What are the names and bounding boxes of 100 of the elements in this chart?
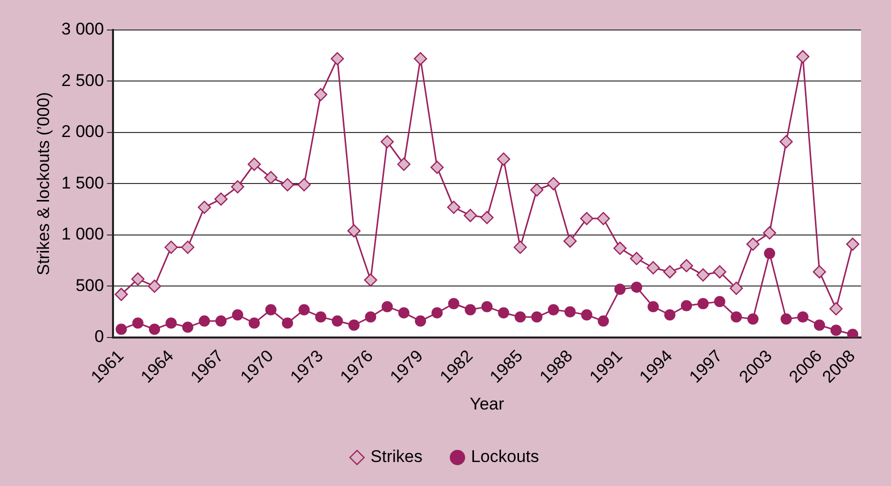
point [447, 200, 460, 214]
point [148, 324, 160, 335]
point [680, 300, 692, 312]
point [164, 240, 178, 254]
point [746, 238, 760, 251]
point [148, 280, 162, 293]
y-tick-label: 1 000 [61, 224, 104, 244]
point [546, 177, 560, 190]
point [829, 302, 843, 316]
point [730, 311, 742, 323]
point [598, 315, 609, 327]
point [131, 272, 144, 286]
point [330, 52, 344, 66]
point [364, 273, 378, 287]
point [764, 248, 776, 259]
point [414, 315, 426, 327]
point [181, 240, 194, 254]
point [248, 317, 260, 329]
point [713, 265, 726, 278]
point [614, 284, 626, 295]
point [116, 324, 127, 335]
point [630, 252, 644, 266]
point [114, 288, 128, 301]
point [680, 259, 694, 272]
point [830, 324, 842, 336]
point [846, 238, 860, 251]
point [548, 304, 560, 316]
point [580, 212, 594, 226]
point [265, 304, 276, 316]
point [847, 328, 858, 338]
point [382, 301, 393, 312]
point [182, 322, 194, 333]
legend-label: Lockouts [470, 447, 540, 466]
point [480, 210, 494, 224]
point [215, 315, 227, 327]
point [347, 224, 361, 238]
point [332, 315, 343, 327]
point [380, 135, 394, 148]
point [730, 282, 743, 295]
point [132, 317, 144, 329]
point [812, 265, 826, 278]
point [314, 88, 328, 102]
point [315, 311, 326, 323]
point [481, 301, 493, 312]
point [198, 200, 211, 214]
y-tick-label: 1 500 [61, 173, 104, 192]
point [596, 212, 610, 226]
point [780, 313, 792, 325]
point [762, 226, 776, 240]
point [231, 180, 244, 194]
y-axis-title: Strikes & lockouts (’000) [34, 92, 53, 276]
point [613, 242, 627, 255]
point [298, 178, 311, 192]
point [780, 135, 793, 148]
point [697, 298, 709, 310]
point [797, 311, 808, 323]
x-axis-title: Year [470, 394, 504, 414]
point [365, 311, 376, 323]
point [796, 50, 810, 64]
point [530, 183, 544, 196]
point [280, 178, 294, 192]
point [696, 268, 710, 282]
point [430, 160, 444, 174]
point [464, 304, 476, 316]
point [747, 313, 759, 325]
point [282, 317, 294, 329]
point [714, 296, 726, 308]
point [814, 320, 826, 331]
point [214, 192, 228, 206]
legend-label: Strikes [370, 447, 422, 466]
point [564, 306, 576, 318]
point [432, 307, 443, 318]
point [630, 282, 642, 293]
point [514, 311, 526, 323]
point [464, 208, 477, 222]
point [498, 307, 510, 318]
point [248, 158, 261, 171]
point [664, 309, 676, 320]
point [348, 320, 360, 331]
y-tick-label: 2 000 [61, 122, 104, 142]
point [663, 265, 676, 278]
point [298, 304, 310, 316]
point [563, 234, 577, 248]
point [496, 152, 510, 166]
point [514, 240, 527, 254]
point [531, 311, 542, 323]
y-tick-label: 500 [76, 276, 104, 295]
point [448, 298, 460, 310]
point [397, 158, 410, 171]
point [166, 317, 177, 329]
point [264, 170, 278, 184]
point [648, 301, 659, 312]
point [398, 307, 410, 318]
point [414, 52, 428, 66]
y-tick-label: 3 000 [61, 20, 104, 39]
point [198, 315, 210, 327]
point [646, 261, 660, 274]
point [232, 309, 244, 320]
y-tick-label: 0 [94, 327, 104, 346]
point [581, 309, 592, 320]
